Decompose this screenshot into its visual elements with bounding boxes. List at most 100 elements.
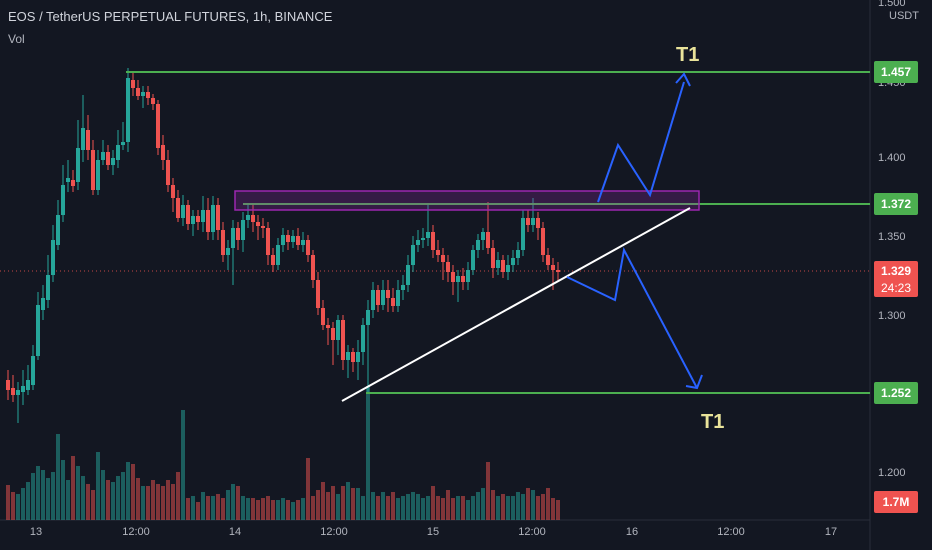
- y-tick: 1.400: [878, 152, 906, 164]
- candle-body: [191, 216, 195, 224]
- volume-bar: [551, 498, 555, 520]
- volume-bar: [351, 488, 355, 520]
- candle-body: [26, 380, 30, 390]
- candle-body: [236, 228, 240, 240]
- volume-bar: [241, 496, 245, 520]
- candle-body: [261, 226, 265, 228]
- candle-body: [101, 152, 105, 160]
- volume-bar: [471, 496, 475, 520]
- y-tick: 1.200: [878, 467, 906, 479]
- x-tick: 14: [228, 526, 242, 538]
- volume-bar: [256, 500, 260, 520]
- candle-body: [171, 185, 175, 198]
- volume-bar: [31, 473, 35, 520]
- candle-body: [56, 215, 60, 245]
- volume-bar: [341, 486, 345, 520]
- candlesticks: [6, 68, 560, 423]
- volume-bar: [151, 480, 155, 520]
- candle-body: [326, 325, 330, 328]
- candle-body: [351, 352, 355, 362]
- volume-bar: [536, 496, 540, 520]
- candle-body: [201, 210, 205, 222]
- candle-body: [551, 265, 555, 270]
- volume-bar: [196, 502, 200, 520]
- currency-unit: USDT: [889, 10, 919, 22]
- volume-bar: [481, 488, 485, 520]
- volume-bar: [526, 488, 530, 520]
- x-tick: 17: [824, 526, 838, 538]
- volume-bar: [141, 486, 145, 520]
- candle-body: [6, 380, 10, 390]
- volume-bar: [101, 470, 105, 520]
- volume-bar: [411, 492, 415, 520]
- volume-bar: [251, 498, 255, 520]
- target-high-price-tag: 1.457: [874, 61, 918, 83]
- volume-bar: [371, 492, 375, 520]
- candle-body: [436, 250, 440, 255]
- target-up-label: T1: [676, 44, 700, 66]
- volume-bar: [316, 490, 320, 520]
- candle-body: [301, 240, 305, 245]
- candle-body: [111, 158, 115, 165]
- volume-bar: [61, 460, 65, 520]
- candle-body: [346, 352, 350, 360]
- candle-body: [461, 276, 465, 282]
- candle-body: [46, 275, 50, 300]
- candle-body: [231, 228, 235, 248]
- candle-body: [456, 276, 460, 282]
- candle-body: [291, 236, 295, 242]
- x-tick: 12:00: [320, 526, 348, 538]
- volume-bar: [431, 486, 435, 520]
- volume-bar: [301, 498, 305, 520]
- volume-bar: [56, 434, 60, 520]
- volume-bar: [356, 488, 360, 520]
- y-tick: 1.300: [878, 310, 906, 322]
- volume-bar: [531, 490, 535, 520]
- volume-bar: [401, 496, 405, 520]
- volume-bar: [86, 484, 90, 520]
- candle-body: [61, 185, 65, 215]
- symbol-title[interactable]: EOS / TetherUS PERPETUAL FUTURES, 1h, BI…: [8, 9, 333, 24]
- volume-bar: [346, 482, 350, 520]
- candle-body: [41, 298, 45, 310]
- volume-bar: [291, 502, 295, 520]
- candle-body: [16, 390, 20, 395]
- candle-body: [511, 258, 515, 265]
- candle-body: [226, 248, 230, 255]
- volume-bar: [46, 478, 50, 520]
- candle-body: [196, 216, 200, 222]
- target-low-price-tag: 1.252: [874, 382, 918, 404]
- volume-bar: [106, 480, 110, 520]
- volume-bar: [296, 500, 300, 520]
- volume-bar: [286, 500, 290, 520]
- candle-body: [66, 178, 70, 182]
- candle-body: [141, 92, 145, 96]
- candle-body: [11, 388, 15, 395]
- candle-body: [166, 160, 170, 185]
- volume-bar: [361, 496, 365, 520]
- volume-bar: [6, 485, 10, 520]
- candle-body: [521, 218, 525, 250]
- volume-bar: [66, 480, 70, 520]
- volume-indicator-label[interactable]: Vol: [8, 32, 25, 46]
- last-price-tag: 1.329: [874, 261, 918, 281]
- candle-body: [296, 236, 300, 245]
- candle-body: [416, 240, 420, 245]
- volume-bar: [486, 462, 490, 520]
- volume-bar: [311, 496, 315, 520]
- candle-body: [286, 235, 290, 242]
- bar-countdown: 24:23: [874, 279, 918, 297]
- ascending-trendline: [341, 207, 691, 402]
- y-tick: 1.500: [878, 0, 906, 9]
- candle-body: [496, 260, 500, 268]
- candle-body: [466, 270, 470, 282]
- volume-bar: [226, 490, 230, 520]
- volume-bar: [276, 500, 280, 520]
- volume-bar: [171, 484, 175, 520]
- volume-bar: [136, 478, 140, 520]
- candle-body: [206, 210, 210, 232]
- volume-bar: [211, 496, 215, 520]
- volume-bar: [96, 452, 100, 520]
- volume-bar: [261, 498, 265, 520]
